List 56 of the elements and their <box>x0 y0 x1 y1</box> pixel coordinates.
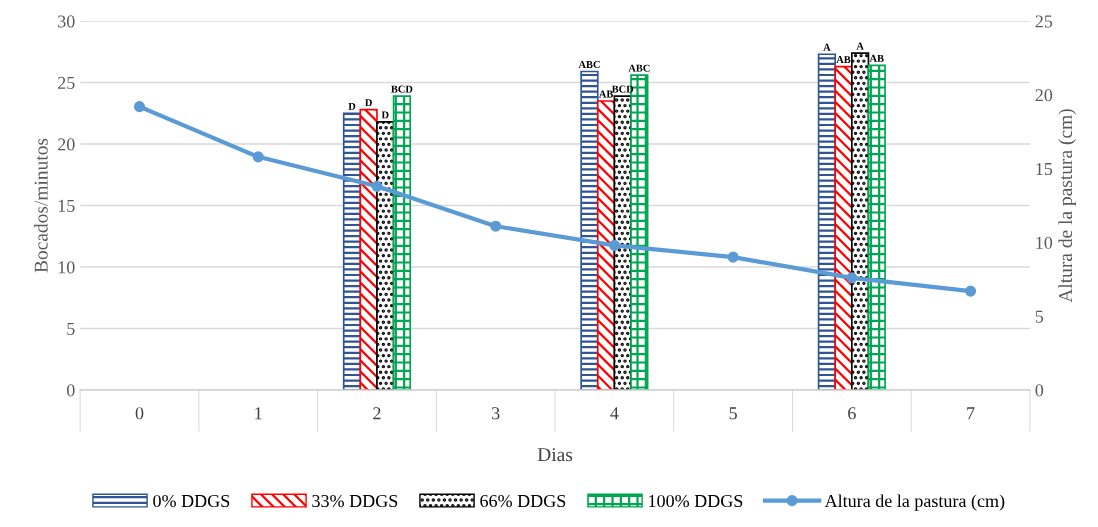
x-tick-label: 5 <box>729 407 737 420</box>
point <box>371 180 383 192</box>
y-tick-label: 15 <box>58 199 75 212</box>
y-tick-label: 10 <box>58 261 75 274</box>
y2-tick-label: 0 <box>1035 384 1044 397</box>
data-label: AB <box>836 56 851 63</box>
bar <box>867 64 886 390</box>
y2-tick-label: 10 <box>1036 236 1053 249</box>
y2-axis-title: Altura de la pastura (cm) <box>1058 109 1077 303</box>
bar <box>392 95 412 390</box>
bar <box>376 121 395 390</box>
x-axis-title: Dias <box>537 448 573 462</box>
data-label: D <box>365 99 372 107</box>
data-label: D <box>381 111 389 119</box>
point <box>490 220 502 232</box>
point <box>965 285 977 297</box>
x-tick-label: 4 <box>610 407 619 420</box>
point <box>608 239 620 251</box>
x-tick-label: 0 <box>135 407 144 420</box>
x-tick-label: 1 <box>255 407 262 420</box>
data-label: A <box>823 43 831 51</box>
y2-tick-label: 5 <box>1035 310 1044 323</box>
y-tick-label: 20 <box>58 138 75 151</box>
data-label: ABC <box>628 64 650 72</box>
x-tick-label: 6 <box>848 407 856 420</box>
legend-label: 100% DDGS <box>649 494 743 508</box>
y-axis-title: Bocados/minutos <box>34 138 48 273</box>
y2-tick-label: 20 <box>1035 89 1053 102</box>
point <box>252 151 264 163</box>
legend-label: 66% DDGS <box>480 494 566 508</box>
data-label: BCD <box>391 85 413 93</box>
data-label: ABC <box>578 60 600 68</box>
bar <box>851 52 870 390</box>
bar <box>342 112 362 390</box>
data-label: A <box>856 42 864 50</box>
x-tick-label: 7 <box>967 407 975 420</box>
data-label: AB <box>869 54 884 62</box>
y2-tick-label: 25 <box>1035 15 1053 28</box>
y-tick-label: 0 <box>66 384 75 397</box>
y2-tick-label: 15 <box>1036 162 1053 176</box>
bar <box>834 65 853 390</box>
point <box>846 272 858 284</box>
data-label: D <box>348 102 356 110</box>
x-tick-label: 3 <box>492 407 500 420</box>
data-label: AB <box>598 90 614 98</box>
bar <box>580 70 599 390</box>
point <box>727 251 739 263</box>
bar <box>596 100 616 390</box>
x-tick-label: 2 <box>373 407 381 420</box>
y-tick-label: 30 <box>58 15 75 28</box>
y-tick-label: 5 <box>67 322 75 335</box>
legend-label: Altura de la pastura (cm) <box>824 494 1005 511</box>
legend-label: 0% DDGS <box>153 494 230 508</box>
point <box>133 101 146 113</box>
y-tick-label: 25 <box>58 76 75 90</box>
legend-label: 33% DDGS <box>312 494 398 508</box>
